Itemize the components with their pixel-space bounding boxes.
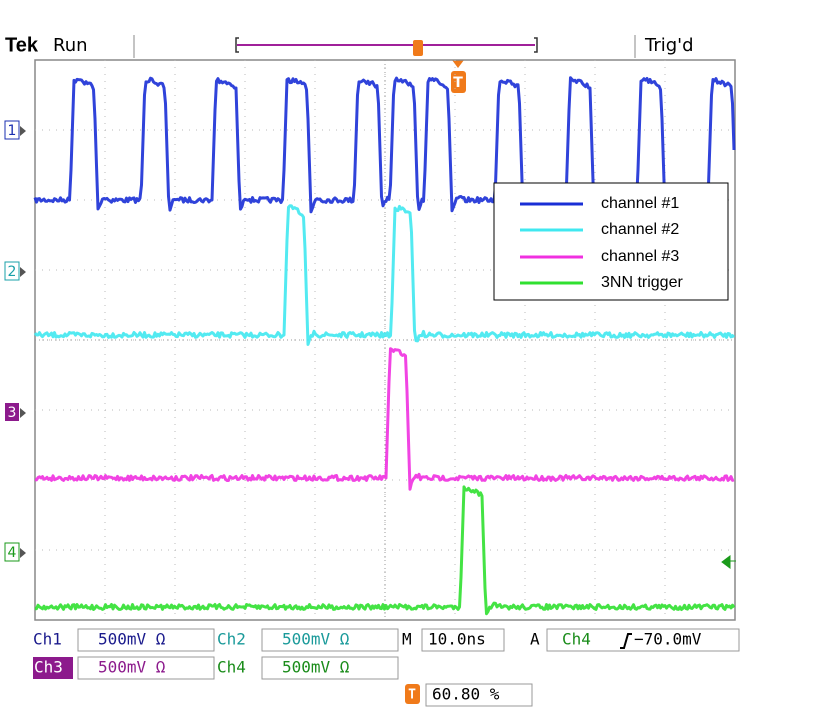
position-icon (405, 684, 420, 704)
ch-marker: 3 (8, 405, 17, 421)
waveform (34, 485, 736, 616)
trigger-icon-letter: T (453, 75, 463, 91)
waveform (33, 204, 736, 346)
readout-box (425, 683, 533, 707)
trigger-label: A (530, 630, 540, 649)
waveform (34, 347, 735, 491)
ch-marker-box (5, 403, 19, 421)
ch-label: Ch2 (217, 630, 246, 649)
ch-marker-box (4, 261, 20, 281)
position-value: 60.80 % (432, 685, 500, 704)
legend-entry: channel #2 (601, 221, 679, 238)
trigger-source: Ch4 (562, 630, 591, 649)
timebase-value: 10.0ns (428, 630, 486, 649)
ch-label: Ch3 (34, 658, 63, 677)
ch-label-bg (33, 657, 73, 679)
waveforms (33, 76, 736, 616)
trigger-level-arrow (721, 555, 736, 569)
readout-box (77, 628, 215, 652)
status: Run (53, 35, 88, 56)
legend-entry: 3NN trigger (601, 274, 683, 291)
channel-markers: 1 2 3 4 (4, 120, 736, 569)
timebase-label: M (402, 630, 412, 649)
readout-box (261, 656, 399, 680)
ch-marker-box (4, 542, 20, 562)
ch-scale: 500mV Ω (98, 630, 166, 649)
marker-arrows (20, 126, 26, 558)
ch-label: Ch4 (217, 658, 246, 677)
ch-marker: 1 (8, 123, 17, 139)
graticule (34, 59, 736, 621)
ch-label: Ch1 (33, 630, 62, 649)
readout-box (261, 628, 399, 652)
edge-icon (620, 633, 632, 649)
trigger-level: −70.0mV (634, 630, 702, 649)
readout-box (546, 628, 740, 652)
ch-marker-box (4, 120, 20, 140)
ch-scale: 500mV Ω (282, 630, 350, 649)
ch-marker: 4 (8, 545, 17, 561)
readouts: Ch1 500mV Ω Ch2 500mV Ω M 10.0ns A Ch4 −… (33, 628, 740, 707)
trigger-icon (451, 71, 466, 93)
position-icon-letter: T (408, 688, 416, 703)
ch-marker: 2 (8, 264, 17, 280)
ch-scale: 500mV Ω (98, 658, 166, 677)
record-bracket (235, 37, 538, 53)
trigger-arrow (452, 60, 464, 68)
trigger-pos-icon (413, 40, 423, 56)
trigger-state: Trig'd (644, 35, 694, 56)
legend-entry: channel #1 (601, 195, 679, 212)
readout-box (77, 656, 215, 680)
legend-entry: channel #3 (601, 248, 679, 265)
ch-scale: 500mV Ω (282, 658, 350, 677)
readout-box (421, 628, 505, 652)
brand: Tek (5, 34, 39, 56)
